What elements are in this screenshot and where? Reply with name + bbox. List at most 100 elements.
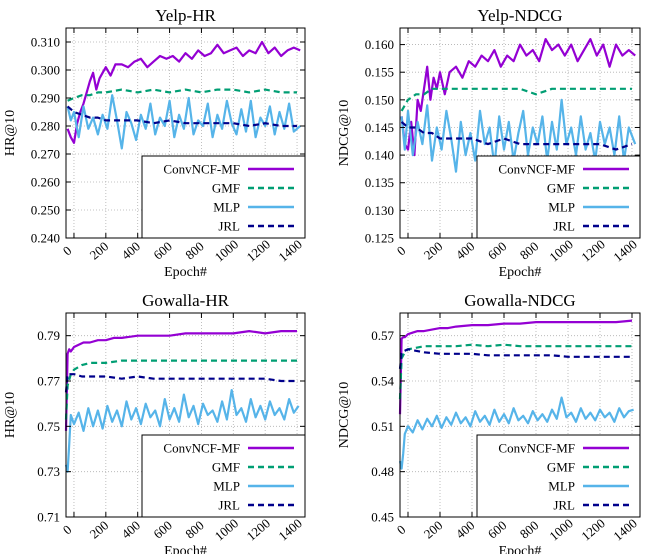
y-tick-label: 0.57 [371,328,394,343]
y-tick-label: 0.54 [371,374,394,389]
y-tick-label: 0.155 [365,65,394,80]
legend-label: ConvNCF-MF [163,441,240,456]
x-axis-label: Epoch# [164,544,207,554]
legend-label: JRL [553,219,575,234]
y-tick-label: 0.71 [37,510,60,525]
chart-2: 0.71 0.73 0.75 0.77 0.79 0 200 400 600 800 1000 120… [3,291,306,554]
x-tick-label: 1000 [546,236,576,264]
y-tick-label: 0.73 [37,464,60,479]
series-line-convncf-mf [64,330,297,431]
legend-label: ConvNCF-MF [163,162,240,177]
series-line-gmf [67,88,297,102]
x-tick-label: 200 [87,239,112,263]
y-tick-label: 0.145 [365,120,394,135]
legend: ConvNCF-MF GMF MLP JRL [476,434,641,518]
series-line-convncf-mf [398,319,633,415]
legend-label: JRL [218,219,240,234]
y-axis-label: NDCG@10 [337,100,352,167]
x-tick-label: 400 [453,239,478,263]
y-tick-label: 0.140 [365,148,394,163]
x-tick-label: 0 [394,522,409,538]
x-tick-label: 0 [60,522,75,538]
y-axis-label: HR@10 [3,110,18,156]
x-tick-label: 1200 [578,236,608,264]
x-tick-label: 200 [421,239,446,263]
legend-label: MLP [213,479,240,494]
x-tick-label: 1400 [275,236,305,264]
y-tick-label: 0.51 [371,419,394,434]
x-tick-label: 200 [87,518,112,542]
y-tick-label: 0.150 [365,92,394,107]
legend: ConvNCF-MF GMF MLP JRL [476,155,641,239]
y-tick-label: 0.280 [31,119,60,134]
x-tick-label: 400 [453,518,478,542]
series-line-gmf [400,87,632,112]
y-tick-label: 0.79 [37,328,60,343]
chart-0: 0.240 0.250 0.260 0.270 0.280 0.290 0.300 0.310… [3,6,306,280]
legend-label: ConvNCF-MF [498,162,575,177]
series-line-jrl [64,373,297,393]
legend-label: GMF [547,181,575,196]
x-tick-label: 1400 [610,236,640,264]
x-tick-label: 400 [119,239,144,263]
legend-label: JRL [218,498,240,513]
legend-label: GMF [212,181,240,196]
legend-label: ConvNCF-MF [498,441,575,456]
x-tick-label: 400 [119,518,144,542]
y-tick-label: 0.260 [31,175,60,190]
y-tick-label: 0.300 [31,63,60,78]
x-tick-label: 1000 [546,515,576,543]
series-line-convncf-mf [66,40,301,144]
x-tick-label: 800 [517,239,542,263]
x-axis-label: Epoch# [499,265,542,280]
y-tick-label: 0.75 [37,419,60,434]
legend: ConvNCF-MF GMF MLP JRL [141,155,306,239]
x-tick-label: 800 [182,239,207,263]
legend: ConvNCF-MF GMF MLP JRL [141,434,306,518]
y-tick-label: 0.160 [365,37,394,52]
x-tick-label: 0 [394,243,409,259]
x-tick-label: 600 [485,518,510,542]
chart-title: Gowalla-NDCG [464,291,575,310]
legend-label: MLP [213,200,240,215]
chart-title: Yelp-HR [155,6,216,25]
x-tick-label: 600 [150,518,175,542]
x-tick-label: 0 [60,243,75,259]
x-tick-label: 1400 [610,515,640,543]
x-tick-label: 800 [182,518,207,542]
x-tick-label: 1400 [275,515,305,543]
x-axis-label: Epoch# [499,544,542,554]
series-line-jrl [400,121,633,151]
x-tick-label: 1200 [578,515,608,543]
series-line-mlp [398,396,634,470]
y-tick-label: 0.310 [31,35,60,50]
series-line-jrl [66,105,297,128]
y-tick-label: 0.45 [371,510,394,525]
y-tick-label: 0.240 [31,231,60,246]
chart-title: Yelp-NDCG [477,6,562,25]
x-tick-label: 600 [485,239,510,263]
x-tick-label: 600 [150,239,175,263]
y-tick-label: 0.290 [31,91,60,106]
y-tick-label: 0.270 [31,147,60,162]
x-tick-label: 200 [421,518,446,542]
chart-3: 0.45 0.48 0.51 0.54 0.57 0 200 400 600 800 1000 120… [337,291,641,554]
y-tick-label: 0.250 [31,203,60,218]
series-line-mlp [66,94,301,150]
series-line-gmf [64,359,297,420]
legend-label: MLP [548,479,575,494]
y-axis-label: NDCG@10 [337,382,352,449]
x-tick-label: 1000 [212,236,242,264]
legend-label: MLP [548,200,575,215]
series-line-mlp [64,389,300,473]
y-tick-label: 0.135 [365,175,394,190]
y-tick-label: 0.77 [37,374,60,389]
chart-1: 0.125 0.130 0.135 0.140 0.145 0.150 0.155 0.160… [337,6,641,280]
x-tick-label: 1200 [243,236,273,264]
x-tick-label: 1000 [212,515,242,543]
y-axis-label: HR@10 [3,392,18,438]
chart-title: Gowalla-HR [142,291,230,310]
y-tick-label: 0.125 [365,231,394,246]
series-line-jrl [398,348,632,370]
